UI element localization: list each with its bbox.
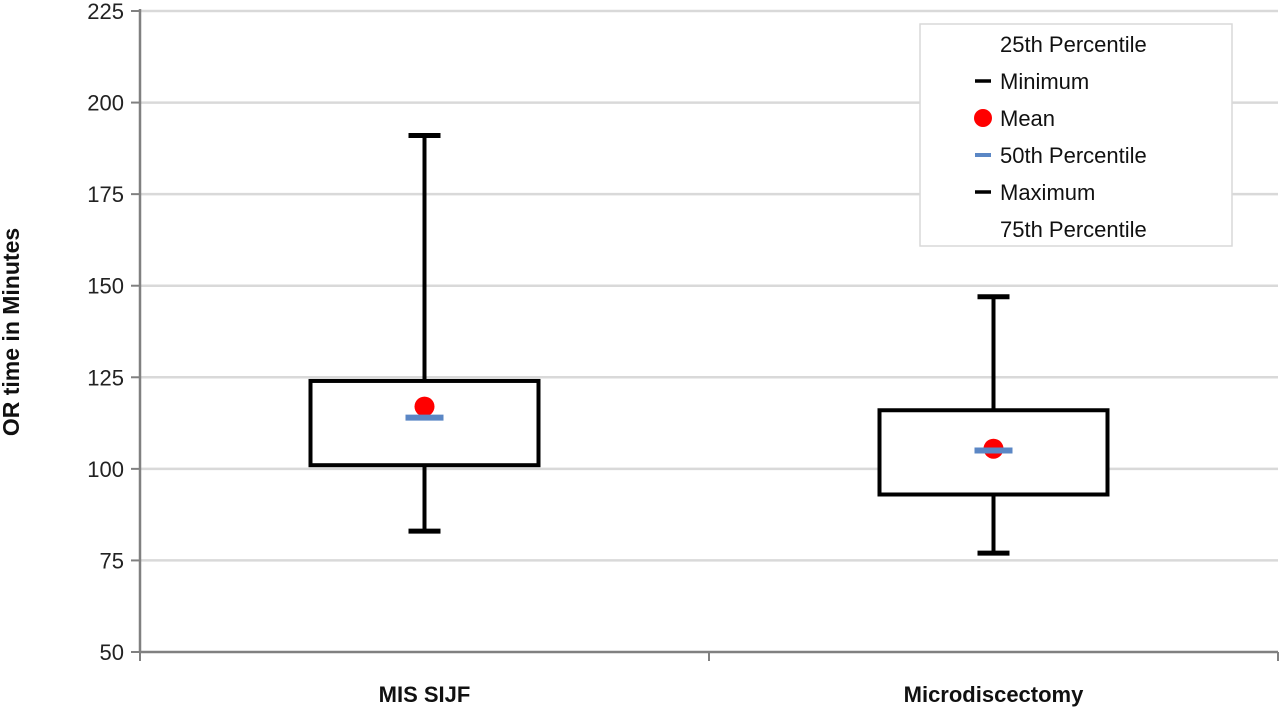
legend-label: 75th Percentile <box>1000 217 1147 242</box>
legend-label: Maximum <box>1000 180 1095 205</box>
legend-label: Mean <box>1000 106 1055 131</box>
legend-label: 50th Percentile <box>1000 143 1147 168</box>
legend-item: 75th Percentile <box>1000 217 1147 242</box>
y-tick-label: 75 <box>100 548 124 573</box>
y-tick-label: 125 <box>87 365 124 390</box>
category-labels: MIS SIJF Microdiscectomy <box>379 682 1084 707</box>
category-label: MIS SIJF <box>379 682 471 707</box>
y-tick-label: 175 <box>87 182 124 207</box>
legend-item: Minimum <box>975 69 1089 94</box>
y-tick-label: 150 <box>87 274 124 299</box>
axes <box>138 9 1279 661</box>
y-tick-label: 100 <box>87 457 124 482</box>
y-tick-labels: 50 75 100 125 150 175 200 225 <box>87 0 124 665</box>
legend-item: Mean <box>974 106 1055 131</box>
y-axis-title: OR time in Minutes <box>0 228 24 436</box>
legend-item: 25th Percentile <box>1000 32 1147 57</box>
iqr-box <box>308 378 541 468</box>
legend: 25th Percentile Minimum Mean 50th Percentil… <box>919 23 1233 247</box>
legend-label: 25th Percentile <box>1000 32 1147 57</box>
legend-label: Minimum <box>1000 69 1089 94</box>
y-tick-label: 50 <box>100 640 124 665</box>
mean-marker <box>414 396 435 417</box>
legend-item: Maximum <box>975 180 1095 205</box>
legend-frame <box>919 23 1233 247</box>
legend-item: 50th Percentile <box>975 143 1147 168</box>
box-group <box>877 294 1110 556</box>
y-tick-label: 200 <box>87 91 124 116</box>
y-tick-label: 225 <box>87 0 124 24</box>
category-label: Microdiscectomy <box>904 682 1084 707</box>
red-dot-icon <box>974 109 992 127</box>
box-series <box>308 133 1110 556</box>
box-group <box>308 133 541 534</box>
